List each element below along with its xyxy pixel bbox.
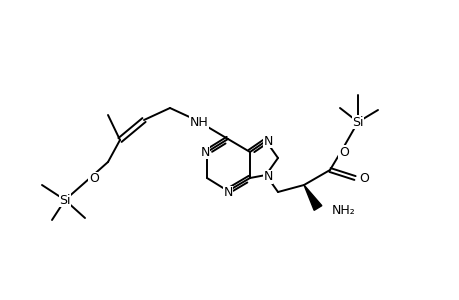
Text: N: N	[200, 146, 209, 158]
Text: NH: NH	[189, 116, 208, 128]
Text: Si: Si	[59, 194, 71, 206]
Text: NH₂: NH₂	[331, 203, 355, 217]
Text: N: N	[263, 170, 272, 184]
Text: O: O	[338, 146, 348, 158]
Text: N: N	[223, 187, 232, 200]
Text: O: O	[89, 172, 99, 185]
Text: N: N	[263, 134, 272, 148]
Text: Si: Si	[352, 116, 363, 128]
Text: O: O	[358, 172, 368, 184]
Polygon shape	[303, 185, 321, 210]
